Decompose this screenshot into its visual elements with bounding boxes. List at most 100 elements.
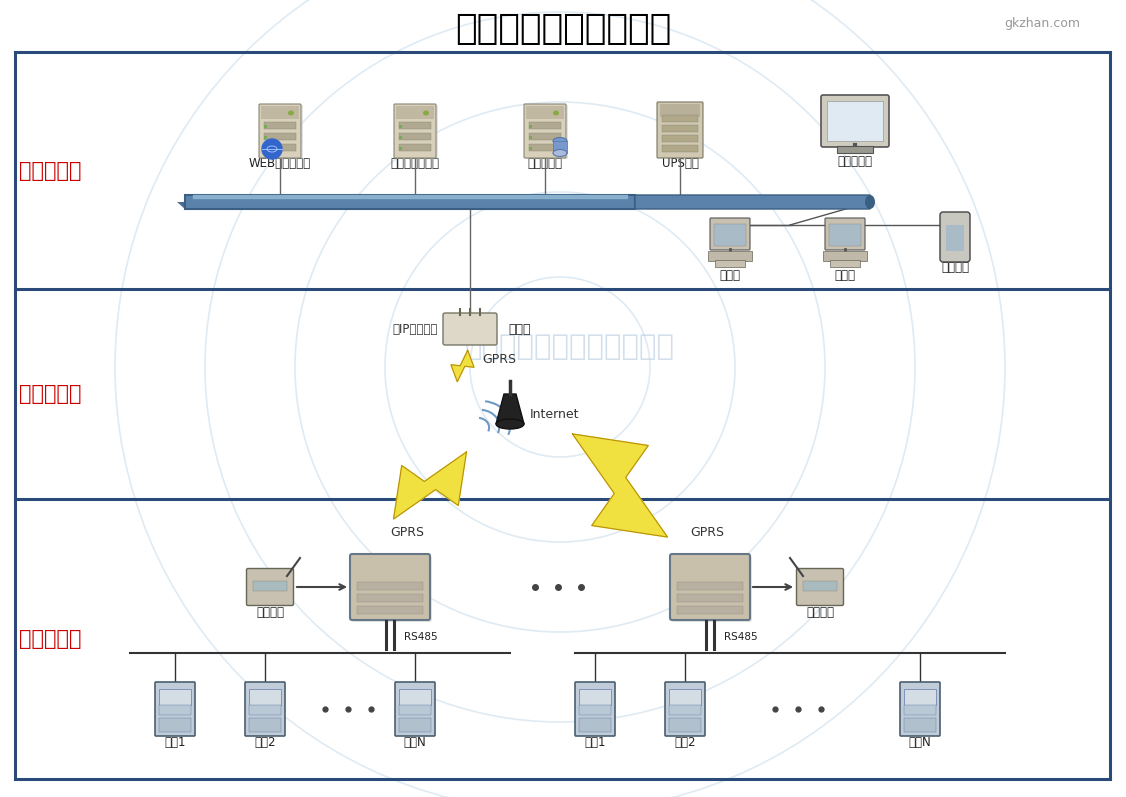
Bar (529, 133, 561, 140)
Ellipse shape (553, 150, 568, 156)
FancyBboxPatch shape (245, 682, 285, 736)
Ellipse shape (553, 138, 568, 144)
Text: gkzhan.com: gkzhan.com (1004, 17, 1080, 29)
Bar (669, 705, 701, 715)
FancyBboxPatch shape (656, 102, 703, 158)
Polygon shape (393, 452, 466, 519)
Text: 厦门毅仁信息技术有限公司: 厦门毅仁信息技术有限公司 (465, 333, 674, 361)
Polygon shape (452, 350, 474, 382)
Bar (526, 106, 564, 119)
Bar (660, 104, 700, 117)
Text: 存储服务器: 存储服务器 (527, 156, 563, 170)
FancyBboxPatch shape (796, 568, 843, 606)
Bar (249, 705, 282, 715)
Bar (399, 133, 431, 140)
Text: UPS电源: UPS电源 (662, 156, 698, 170)
Text: 抄表箱N: 抄表箱N (699, 588, 731, 602)
FancyBboxPatch shape (635, 195, 870, 209)
Ellipse shape (288, 111, 294, 116)
Bar (677, 606, 743, 614)
Text: RS485: RS485 (724, 632, 758, 642)
Bar (159, 705, 191, 715)
Text: 工作站: 工作站 (720, 269, 741, 281)
Text: 电表1: 电表1 (584, 736, 606, 749)
FancyBboxPatch shape (394, 104, 436, 158)
FancyBboxPatch shape (665, 682, 705, 736)
Bar (904, 689, 936, 705)
Polygon shape (495, 394, 524, 424)
FancyBboxPatch shape (821, 95, 890, 147)
Bar (662, 135, 698, 142)
Bar (823, 251, 867, 261)
Bar (708, 251, 752, 261)
Text: 数据采集层: 数据采集层 (19, 629, 81, 649)
Ellipse shape (865, 195, 875, 209)
Bar (904, 718, 936, 732)
Bar (263, 125, 267, 128)
Bar (263, 133, 296, 140)
Bar (399, 718, 431, 732)
FancyBboxPatch shape (940, 212, 969, 262)
Bar (579, 718, 611, 732)
Text: 电表1: 电表1 (164, 736, 186, 749)
Bar (946, 225, 964, 251)
Bar (826, 101, 883, 141)
Text: GPRS: GPRS (690, 525, 724, 539)
FancyBboxPatch shape (711, 218, 750, 250)
Bar (159, 718, 191, 732)
Bar (662, 125, 698, 132)
FancyBboxPatch shape (900, 682, 940, 736)
Bar (249, 718, 282, 732)
FancyBboxPatch shape (395, 682, 435, 736)
Bar (261, 106, 300, 119)
Text: （IP、域名）: （IP、域名） (393, 323, 438, 336)
Text: 电表2: 电表2 (254, 736, 276, 749)
Bar (399, 122, 431, 129)
Text: 物联网: 物联网 (701, 562, 718, 571)
Bar (399, 136, 402, 139)
Text: Internet: Internet (530, 407, 580, 421)
Bar (399, 147, 402, 150)
Bar (669, 689, 701, 705)
FancyBboxPatch shape (352, 556, 432, 622)
Text: 数据中心服务器: 数据中心服务器 (391, 156, 439, 170)
FancyBboxPatch shape (575, 682, 615, 736)
Bar (904, 705, 936, 715)
Polygon shape (572, 434, 668, 537)
Text: WEB应用服务器: WEB应用服务器 (249, 156, 311, 170)
Text: 电表N: 电表N (909, 736, 931, 749)
Text: 智能手机: 智能手机 (941, 261, 969, 273)
FancyBboxPatch shape (670, 554, 750, 620)
FancyBboxPatch shape (350, 554, 430, 620)
Bar (803, 581, 837, 591)
Bar (357, 594, 423, 602)
Bar (529, 136, 531, 139)
Text: RS485: RS485 (404, 632, 438, 642)
Bar (837, 146, 873, 153)
FancyBboxPatch shape (155, 682, 195, 736)
Bar (253, 581, 287, 591)
Bar (579, 689, 611, 705)
Text: 电表2: 电表2 (674, 736, 696, 749)
Bar (529, 122, 561, 129)
Ellipse shape (423, 111, 429, 116)
FancyBboxPatch shape (443, 313, 497, 345)
Bar (830, 260, 860, 267)
Text: 抄表终端: 抄表终端 (256, 606, 284, 618)
Text: 大屏幕投影: 大屏幕投影 (838, 155, 873, 167)
Text: 抄表箱1: 抄表箱1 (379, 588, 410, 602)
Bar (249, 689, 282, 705)
Bar (579, 705, 611, 715)
Circle shape (262, 139, 282, 159)
Text: 路由器: 路由器 (508, 323, 530, 336)
Text: 物联网: 物联网 (382, 562, 399, 571)
FancyBboxPatch shape (672, 556, 752, 622)
Ellipse shape (553, 111, 558, 116)
Text: 数据管理层: 数据管理层 (19, 161, 81, 181)
Bar (357, 582, 423, 590)
Bar (263, 144, 296, 151)
Bar (357, 606, 423, 614)
FancyBboxPatch shape (185, 195, 635, 209)
FancyBboxPatch shape (524, 104, 566, 158)
Text: GPRS: GPRS (482, 352, 516, 366)
